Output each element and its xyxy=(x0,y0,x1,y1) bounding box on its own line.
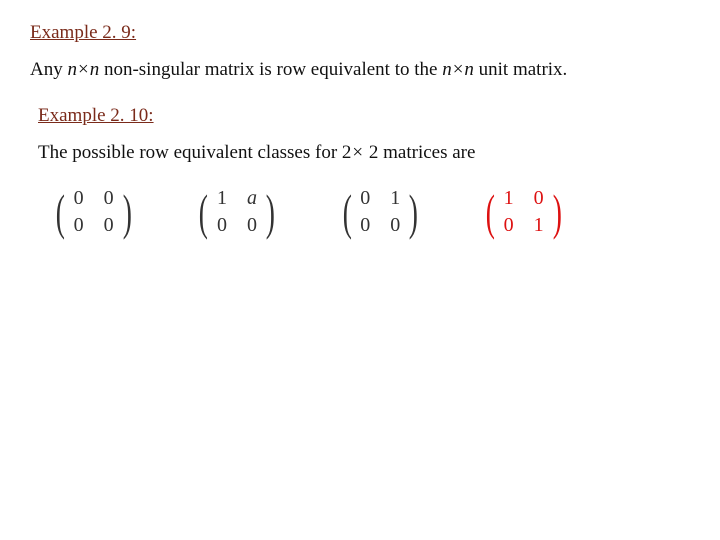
matrix-cell: 0 xyxy=(359,187,371,210)
matrix-cells: 0100 xyxy=(355,187,405,237)
example-2-10-heading: Example 2. 10: xyxy=(38,105,690,127)
var-n: n xyxy=(67,59,77,80)
text-fragment: The possible row equivalent classes for … xyxy=(38,142,351,163)
text-fragment: unit matrix. xyxy=(474,59,567,80)
matrix-cell: 0 xyxy=(359,214,371,237)
matrices-row: (0000)(1a00)(0100)(1001) xyxy=(52,187,690,237)
matrix-cell: 1 xyxy=(533,214,545,237)
matrix-cell: 0 xyxy=(103,214,115,237)
matrix-cell: 0 xyxy=(216,214,228,237)
matrix-cell: 0 xyxy=(389,214,401,237)
matrix: (0000) xyxy=(52,187,135,237)
matrix-cell: 1 xyxy=(503,187,515,210)
text-fragment: 2 matrices are xyxy=(364,142,475,163)
left-paren-icon: ( xyxy=(342,187,351,237)
matrix: (1a00) xyxy=(195,187,278,237)
matrix-cells: 0000 xyxy=(69,187,119,237)
right-paren-icon: ) xyxy=(409,187,418,237)
right-paren-icon: ) xyxy=(266,187,275,237)
matrix-cells: 1a00 xyxy=(212,187,262,237)
matrix-cell: 0 xyxy=(73,214,85,237)
matrix-cell: 0 xyxy=(73,187,85,210)
example-2-10-text: The possible row equivalent classes for … xyxy=(38,141,690,166)
times-symbol: × xyxy=(452,59,465,80)
left-paren-icon: ( xyxy=(486,187,495,237)
text-fragment: non-singular matrix is row equivalent to… xyxy=(99,59,442,80)
example-2-10-block: Example 2. 10: The possible row equivale… xyxy=(38,105,690,238)
matrix-cell: 1 xyxy=(216,187,228,210)
times-symbol: × xyxy=(77,59,90,80)
var-n: n xyxy=(464,59,474,80)
times-symbol: × xyxy=(351,142,364,163)
matrix-cell: 0 xyxy=(103,187,115,210)
matrix-cell: 1 xyxy=(389,187,401,210)
matrix-cell: a xyxy=(246,187,258,210)
example-2-9-heading: Example 2. 9: xyxy=(30,22,690,44)
matrix: (0100) xyxy=(339,187,422,237)
page-root: Example 2. 9: Any n×n non-singular matri… xyxy=(0,0,720,259)
matrix-cell: 0 xyxy=(533,187,545,210)
var-n: n xyxy=(442,59,452,80)
right-paren-icon: ) xyxy=(122,187,131,237)
right-paren-icon: ) xyxy=(552,187,561,237)
example-2-9-text: Any n×n non-singular matrix is row equiv… xyxy=(30,58,690,83)
left-paren-icon: ( xyxy=(199,187,208,237)
matrix-cell: 0 xyxy=(503,214,515,237)
matrix: (1001) xyxy=(482,187,565,237)
matrix-cells: 1001 xyxy=(499,187,549,237)
text-fragment: Any xyxy=(30,59,67,80)
var-n: n xyxy=(90,59,100,80)
left-paren-icon: ( xyxy=(56,187,65,237)
matrix-cell: 0 xyxy=(246,214,258,237)
